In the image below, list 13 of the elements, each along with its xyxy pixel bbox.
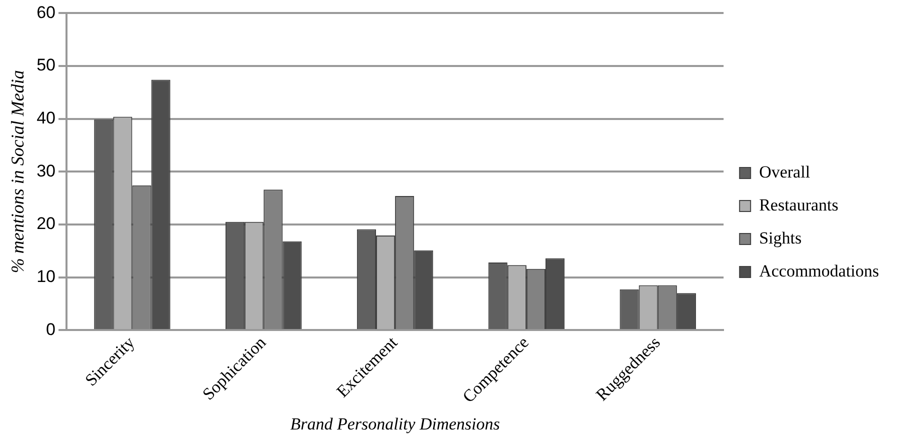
legend-label: Sights <box>759 228 802 248</box>
y-tick-label: 60 <box>36 2 56 22</box>
legend-label: Restaurants <box>759 195 838 214</box>
y-tick-label: 30 <box>36 161 56 180</box>
y-tick-label: 40 <box>36 108 56 128</box>
y-tick-label: 10 <box>36 266 56 286</box>
y-axis-title: % mentions in Social Media <box>8 70 28 274</box>
y-tick-label: 20 <box>36 214 56 234</box>
y-tick-label: 50 <box>36 56 56 75</box>
x-axis-title: Brand Personality Dimensions <box>290 414 500 434</box>
legend-label: Accommodations <box>759 261 879 280</box>
y-tick-label: 0 <box>46 320 56 339</box>
legend-label: Overall <box>759 162 810 182</box>
